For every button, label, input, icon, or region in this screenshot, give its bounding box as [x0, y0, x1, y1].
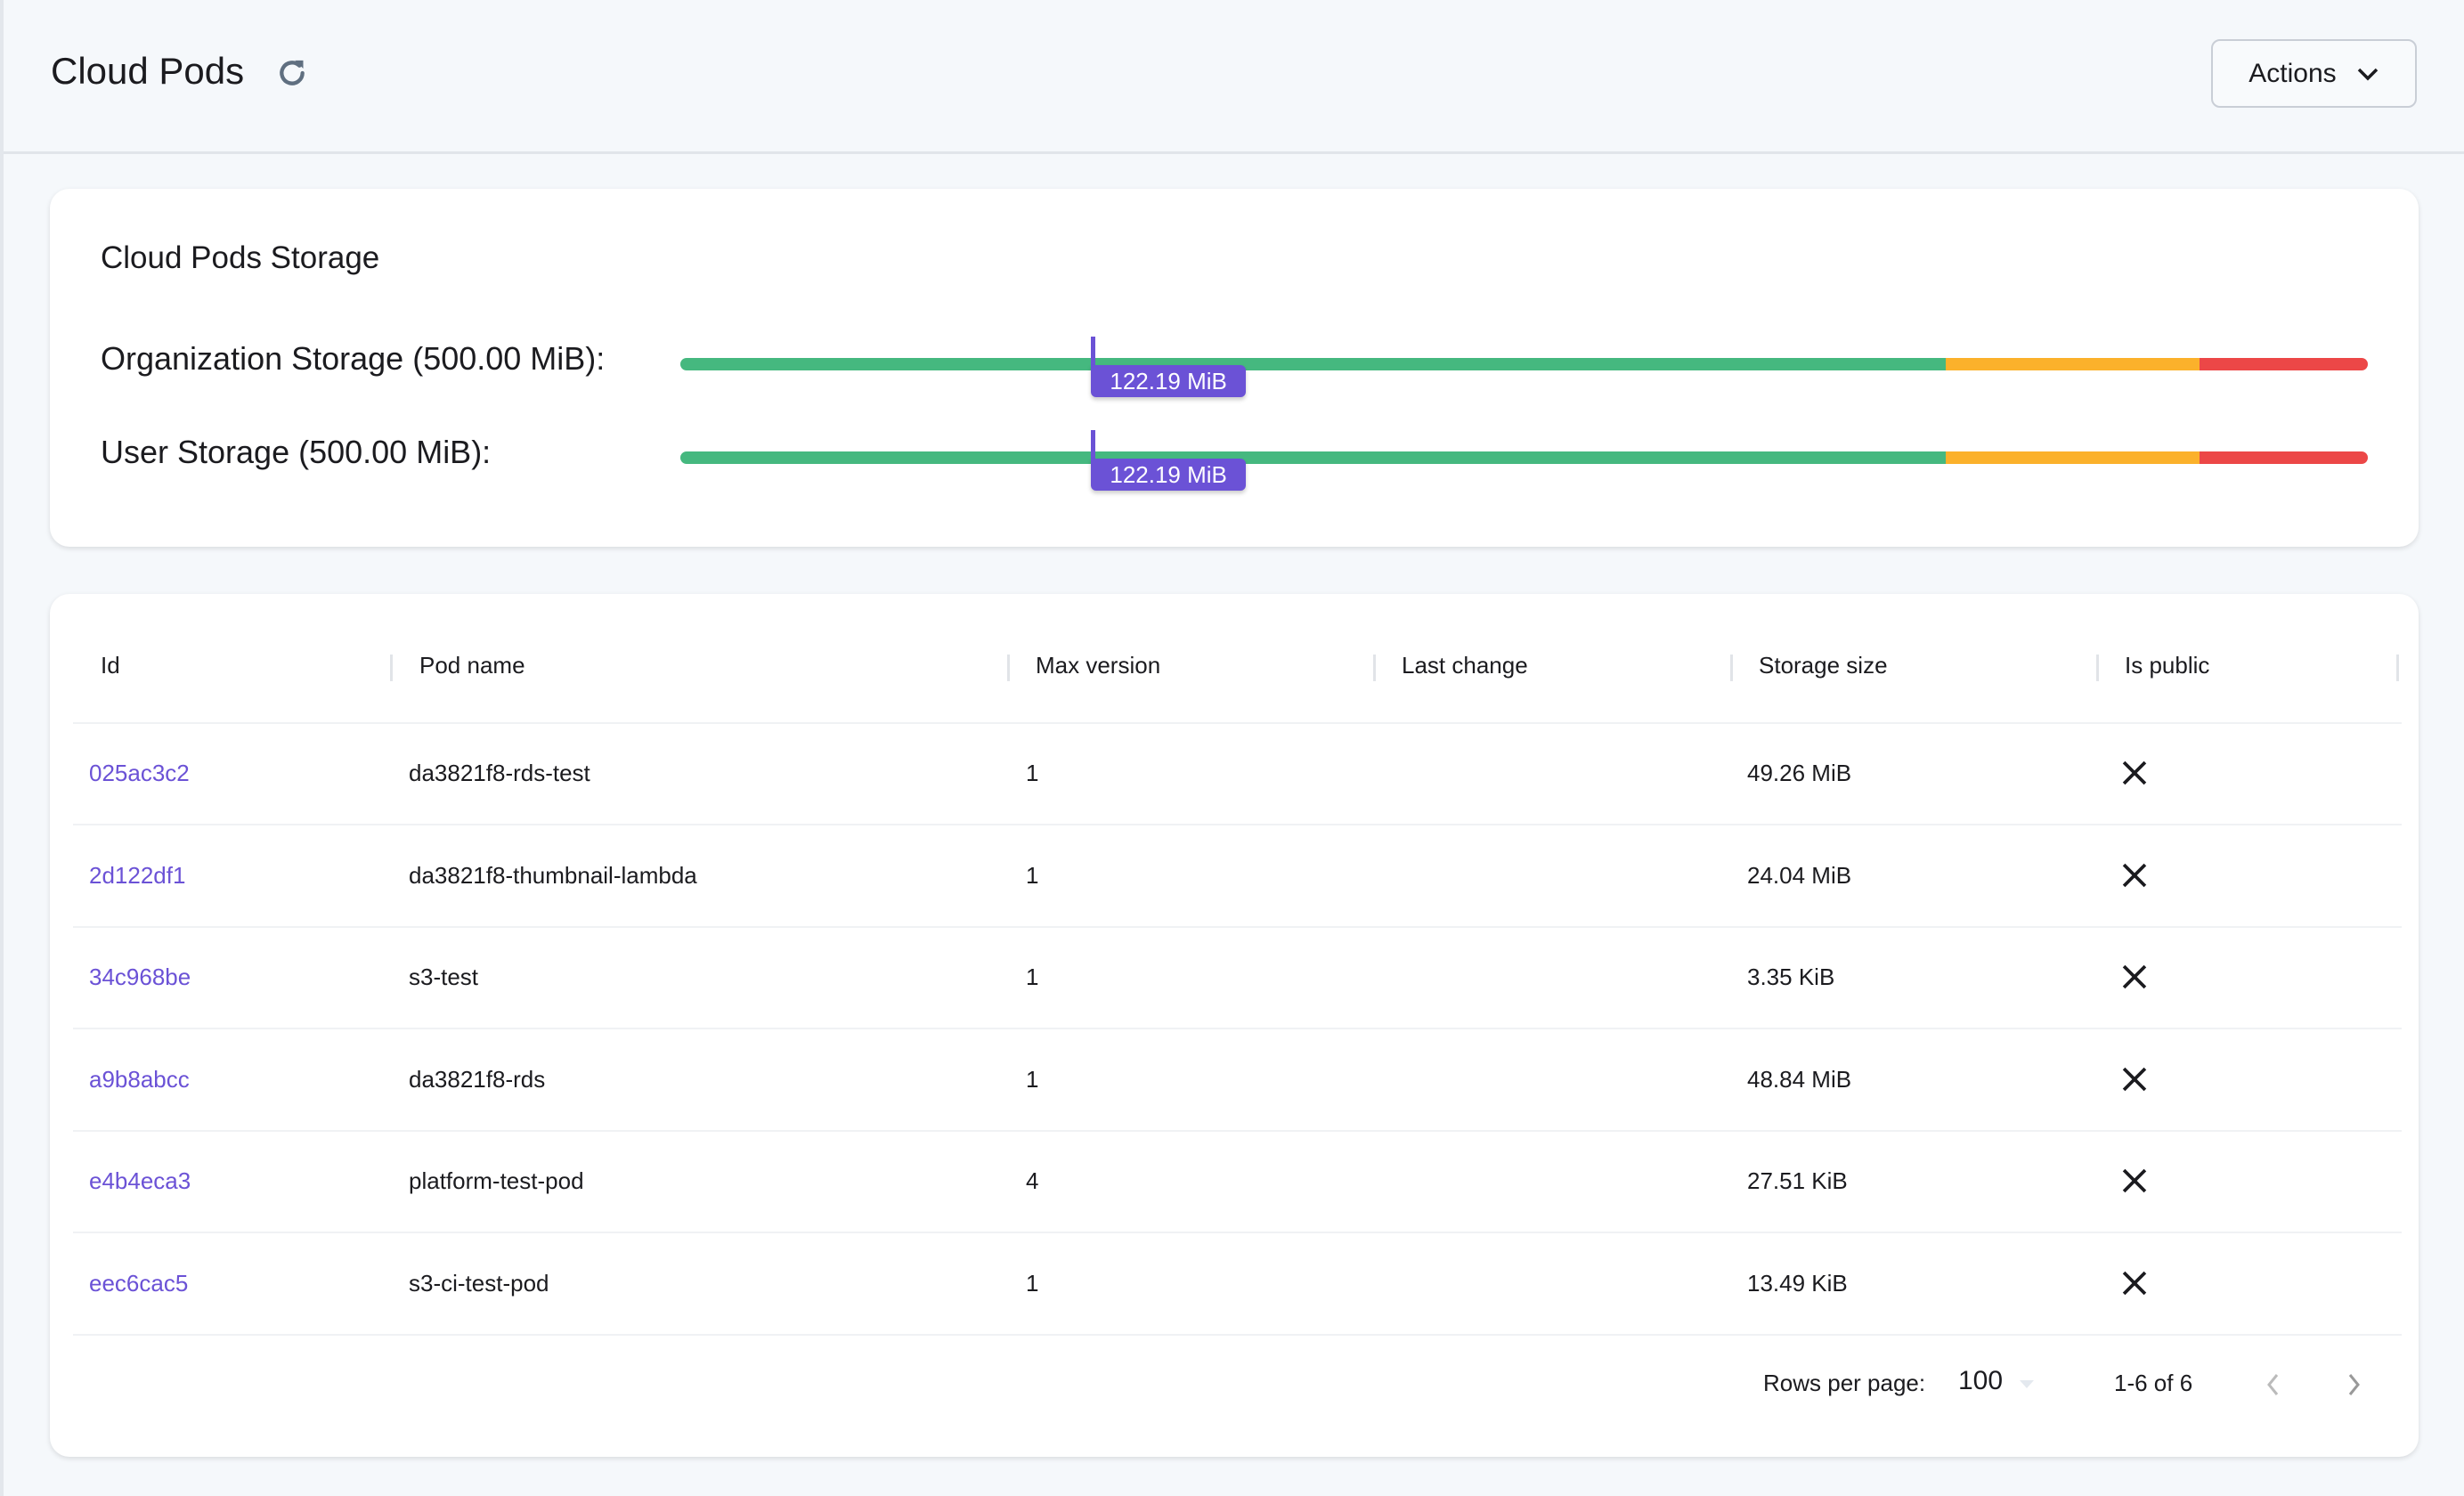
bar-segment-ok [680, 451, 1947, 464]
not-public-x-icon [2122, 760, 2147, 785]
rows-per-page-label: Rows per page: [1763, 1370, 1926, 1396]
row-divider [73, 1129, 2402, 1132]
usage-marker [1091, 337, 1096, 376]
actions-button[interactable]: Actions [2211, 39, 2417, 108]
pod-id-link[interactable]: a9b8abcc [89, 1065, 190, 1093]
column-header[interactable]: Storage size [1759, 652, 1888, 679]
pod-id-link[interactable]: e4b4eca3 [89, 1167, 191, 1194]
storage-size: 48.84 MiB [1747, 1065, 1852, 1093]
max-version: 1 [1026, 963, 1039, 990]
page-header [4, 0, 2464, 154]
max-version: 1 [1026, 1269, 1039, 1297]
not-public-x-icon [2122, 863, 2147, 887]
previous-page-icon[interactable] [2264, 1371, 2281, 1398]
pagination-range: 1-6 of 6 [2114, 1370, 2193, 1396]
next-page-icon[interactable] [2346, 1371, 2363, 1398]
max-version: 1 [1026, 760, 1039, 786]
bar-segment-critical [2199, 358, 2368, 370]
row-divider [73, 1232, 2402, 1233]
storage-size: 13.49 KiB [1747, 1269, 1848, 1297]
column-separator[interactable] [1730, 654, 1733, 681]
header-divider [73, 722, 2402, 724]
column-header[interactable]: Max version [1036, 652, 1161, 679]
not-public-x-icon [2122, 1271, 2147, 1295]
storage-size: 3.35 KiB [1747, 963, 1835, 990]
column-separator[interactable] [2096, 654, 2099, 681]
bar-segment-critical [2199, 451, 2368, 464]
storage-bar-label: Organization Storage (500.00 MiB): [101, 340, 606, 377]
bar-segment-warning [1946, 358, 2200, 370]
storage-bar-label: User Storage (500.00 MiB): [101, 434, 492, 470]
column-header[interactable]: Pod name [419, 652, 525, 679]
pods-table [50, 594, 2419, 1457]
column-separator[interactable] [2396, 654, 2399, 681]
page-title: Cloud Pods [51, 50, 245, 92]
max-version: 4 [1026, 1167, 1039, 1194]
pod-id-link[interactable]: 34c968be [89, 963, 191, 990]
usage-label: 122.19 MiB [1091, 459, 1247, 491]
pod-name: da3821f8-rds-test [409, 760, 590, 786]
column-separator[interactable] [390, 654, 393, 681]
left-border [0, 0, 4, 1496]
column-header[interactable]: Is public [2125, 652, 2210, 679]
storage-size: 27.51 KiB [1747, 1167, 1848, 1194]
pod-name: da3821f8-thumbnail-lambda [409, 861, 697, 889]
dropdown-arrow-icon[interactable] [2020, 1380, 2034, 1388]
row-divider [73, 824, 2402, 825]
row-divider [73, 925, 2402, 928]
usage-label: 122.19 MiB [1091, 365, 1247, 397]
row-divider [73, 1028, 2402, 1029]
storage-size: 24.04 MiB [1747, 861, 1852, 889]
pod-name: s3-test [409, 963, 479, 990]
row-divider [73, 1333, 2402, 1336]
chevron-down-icon [2357, 68, 2378, 80]
rows-per-page-select[interactable]: 100 [1958, 1366, 2004, 1395]
storage-bar [680, 358, 2368, 370]
bar-segment-ok [680, 358, 1947, 370]
not-public-x-icon [2122, 1168, 2147, 1193]
column-separator[interactable] [1007, 654, 1010, 681]
column-header[interactable]: Id [101, 652, 120, 679]
pod-name: da3821f8-rds [409, 1065, 546, 1093]
pod-name: s3-ci-test-pod [409, 1269, 549, 1297]
not-public-x-icon [2122, 1067, 2147, 1091]
max-version: 1 [1026, 861, 1039, 889]
pod-id-link[interactable]: eec6cac5 [89, 1269, 189, 1297]
max-version: 1 [1026, 1065, 1039, 1093]
not-public-x-icon [2122, 964, 2147, 989]
column-header[interactable]: Last change [1402, 652, 1528, 679]
actions-label: Actions [2249, 58, 2337, 88]
usage-marker [1091, 430, 1096, 469]
pod-name: platform-test-pod [409, 1167, 584, 1194]
storage-title: Cloud Pods Storage [101, 240, 380, 275]
pod-id-link[interactable]: 2d122df1 [89, 861, 186, 889]
bar-segment-warning [1946, 451, 2200, 464]
storage-size: 49.26 MiB [1747, 760, 1852, 786]
pod-id-link[interactable]: 025ac3c2 [89, 760, 190, 786]
refresh-icon[interactable] [274, 55, 310, 91]
column-separator[interactable] [1373, 654, 1376, 681]
storage-bar [680, 451, 2368, 464]
